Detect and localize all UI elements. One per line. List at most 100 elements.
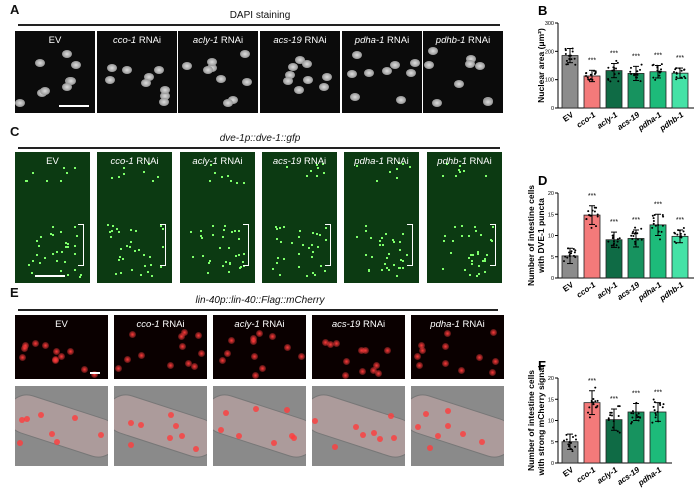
data-point <box>673 71 676 74</box>
x-tick-label-pdha-1: pdha-1 <box>636 280 664 303</box>
data-point <box>654 416 657 419</box>
data-point <box>683 233 686 236</box>
data-point <box>587 210 590 213</box>
data-point <box>574 256 577 259</box>
micrograph-a-2: acly-1 RNAi <box>178 31 258 113</box>
data-point <box>654 224 657 227</box>
data-point <box>618 405 621 408</box>
data-point <box>640 227 643 230</box>
x-tick-label-pdhb-1: pdhb-1 <box>657 280 685 304</box>
data-point <box>565 59 568 62</box>
data-point <box>592 397 595 400</box>
micrograph-title: acs-19 RNAi <box>273 35 327 46</box>
data-point <box>585 71 588 74</box>
data-point <box>611 426 614 429</box>
significance-label: *** <box>654 390 662 397</box>
micrograph-e-0: EV <box>15 315 108 379</box>
micrograph-e-1: cco-1 RNAi <box>114 315 207 379</box>
data-point <box>566 256 569 259</box>
y-axis-label: Number of intestine cells <box>526 185 536 286</box>
micrograph-e-2: acly-1 RNAi <box>213 315 306 379</box>
data-point <box>564 47 567 50</box>
data-point <box>570 250 573 253</box>
data-point <box>616 61 619 64</box>
x-tick-label-pdha-1: pdha-1 <box>636 110 664 133</box>
data-point <box>640 238 643 241</box>
data-point <box>652 63 655 66</box>
data-point <box>610 411 613 414</box>
data-point <box>629 70 632 73</box>
data-point <box>676 233 679 236</box>
micrograph-a-4: pdha-1 RNAi <box>342 31 422 113</box>
data-point <box>651 421 654 424</box>
data-point <box>617 72 620 75</box>
bracket-marker <box>325 224 331 266</box>
data-point <box>593 72 596 75</box>
y-tick-label: 0 <box>551 276 554 282</box>
data-point <box>563 260 566 263</box>
data-point <box>590 226 593 229</box>
data-point <box>673 231 676 234</box>
scale-bar <box>59 105 89 107</box>
data-point <box>617 246 620 249</box>
data-point <box>680 236 683 239</box>
data-point <box>675 72 678 75</box>
data-point <box>565 63 568 66</box>
micrograph-title: pdhb-1 RNAi <box>435 35 491 46</box>
data-point <box>593 210 596 213</box>
data-point <box>587 78 590 81</box>
y-tick-label: 20 <box>548 376 554 382</box>
data-point <box>631 232 634 235</box>
data-point <box>611 237 614 240</box>
data-point <box>616 238 619 241</box>
data-point <box>661 224 664 227</box>
data-point <box>652 405 655 408</box>
y-tick-label: 10 <box>548 234 554 240</box>
y-axis-label: Nuclear area (μm²) <box>536 28 546 103</box>
bar-EV <box>561 55 579 109</box>
micrograph-c-3: acs-19 RNAi <box>262 152 337 283</box>
y-axis-label: Number of intestine cells <box>526 370 536 471</box>
data-point <box>607 240 610 243</box>
data-point <box>617 80 620 83</box>
bracket-marker <box>407 224 413 266</box>
panel-e-header-line <box>18 309 498 311</box>
data-point <box>592 401 595 404</box>
y-tick-label: 0 <box>551 461 554 467</box>
data-point <box>640 63 643 66</box>
data-point <box>596 399 599 402</box>
data-point <box>574 63 577 66</box>
data-point <box>566 63 569 66</box>
data-point <box>563 439 566 442</box>
data-point <box>564 255 567 258</box>
significance-label: *** <box>588 57 596 64</box>
data-point <box>630 422 633 425</box>
data-point <box>652 217 655 220</box>
data-point <box>594 400 597 403</box>
data-point <box>636 73 639 76</box>
data-point <box>662 215 665 218</box>
micrograph-c-2: acly-1 RNAi <box>180 152 255 283</box>
data-point <box>565 438 568 441</box>
data-point <box>573 57 576 60</box>
data-point <box>609 414 612 417</box>
micrograph-a-0: EV <box>15 31 95 113</box>
data-point <box>592 403 595 406</box>
data-point <box>574 445 577 448</box>
data-point <box>660 63 663 66</box>
y-axis-label: with strong mCherry signal <box>536 365 546 476</box>
data-point <box>589 73 592 76</box>
data-point <box>574 434 577 437</box>
data-point <box>639 80 642 83</box>
micrograph-e-3 <box>312 386 405 466</box>
micrograph-c-4: pdha-1 RNAi <box>344 152 419 283</box>
data-point <box>629 66 632 69</box>
y-axis-label: with DVE-1 puncta <box>536 198 546 274</box>
micrograph-title: pdha-1 RNAi <box>354 35 410 46</box>
data-point <box>651 214 654 217</box>
data-point <box>673 240 676 243</box>
micrograph-title: acs-19 RNAi <box>331 319 386 330</box>
data-point <box>639 416 642 419</box>
data-point <box>653 409 656 412</box>
